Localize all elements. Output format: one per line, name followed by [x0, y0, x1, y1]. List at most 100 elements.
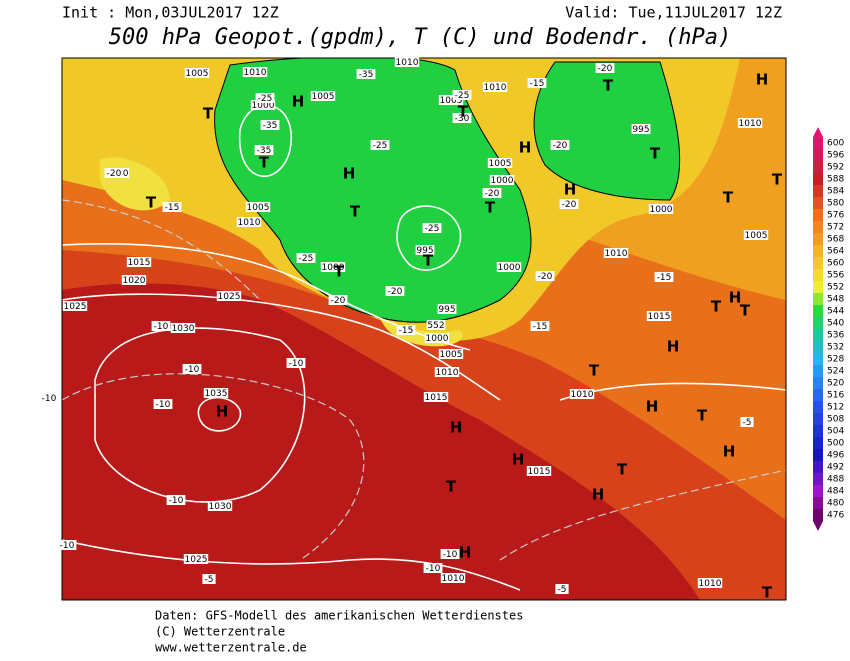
temperature-label-box: [260, 120, 280, 130]
temperature-label: -15: [530, 79, 545, 89]
colorbar-label: 572: [827, 223, 844, 233]
colorbar-label: 488: [827, 475, 844, 485]
temperature-label: -20: [485, 189, 500, 199]
pressure-label-box: [236, 217, 262, 227]
pressure-center: T: [723, 189, 734, 207]
temperature-label: -35: [263, 121, 278, 131]
temperature-label-box: [57, 540, 77, 550]
pressure-label: 1025: [185, 555, 208, 565]
temperature-label: -25: [373, 141, 388, 151]
pressure-label-box: [121, 275, 147, 285]
temperature-label: -25: [425, 224, 440, 234]
map: [62, 58, 786, 600]
pressure-label: 995: [438, 305, 455, 315]
temperature-label: -10: [169, 496, 184, 506]
pressure-label: 1030: [172, 324, 195, 334]
pressure-label: 1010: [739, 119, 762, 129]
pressure-label: 1005: [312, 92, 335, 102]
map-title: 500 hPa Geopot.(gpdm), T (C) und Bodendr…: [109, 25, 732, 50]
map-frame: [61, 57, 787, 601]
temperature-label: -10: [60, 541, 75, 551]
pressure-label-box: [603, 248, 629, 258]
pressure-center: H: [343, 165, 356, 183]
pressure-center: H: [592, 486, 605, 504]
colorbar-swatch: [813, 173, 823, 186]
pressure-label-box: [62, 301, 88, 311]
colorbar-label: 500: [827, 439, 844, 449]
pressure-label: 1010: [571, 390, 594, 400]
colorbar-label: 588: [827, 175, 844, 185]
pressure-label: 1015: [648, 312, 671, 322]
pressure-label-box: [126, 257, 152, 267]
colorbar-swatch: [813, 473, 823, 486]
pressure-label-box: [438, 349, 464, 359]
pressure-label: 1015: [425, 393, 448, 403]
colorbar-swatch: [813, 281, 823, 294]
footer-line: Daten: GFS-Modell des amerikanischen Wet…: [155, 609, 523, 623]
temperature-label: -5: [743, 418, 752, 428]
temperature-label: -25: [258, 94, 273, 104]
temperature-label-box: [328, 295, 348, 305]
temperature-label: -10: [42, 394, 57, 404]
pressure-label-box: [310, 91, 336, 101]
pressure-label: 1005: [186, 69, 209, 79]
colorbar-label: 540: [827, 319, 844, 329]
pressure-center: T: [146, 194, 157, 212]
pressure-label: 1005: [440, 350, 463, 360]
pressure-center: T: [772, 171, 783, 189]
pressure-label: 1030: [209, 502, 232, 512]
pressure-label-box: [170, 323, 196, 333]
colorbar-label: 476: [827, 511, 844, 521]
colorbar-swatch: [813, 437, 823, 450]
colorbar-label: 556: [827, 271, 844, 281]
pressure-label: 1000: [491, 176, 514, 186]
pressure-label: 1000: [322, 263, 345, 273]
colorbar-label: 584: [827, 187, 844, 197]
temperature-label: -10: [154, 322, 169, 332]
pressure-label: 1010: [442, 574, 465, 584]
pressure-label-box: [203, 388, 229, 398]
pressure-label-box: [438, 95, 464, 105]
temperature-label: -20: [331, 296, 346, 306]
pressure-label: 1005: [745, 231, 768, 241]
pressure-label: 1035: [205, 389, 228, 399]
colorbar-label: 596: [827, 151, 844, 161]
pressure-center: H: [729, 289, 742, 307]
temperature-label: -25: [299, 254, 314, 264]
temperature-label-box: [452, 90, 472, 100]
pressure-center: T: [259, 154, 270, 172]
pressure-label: 1010: [484, 83, 507, 93]
colorbar-label: 496: [827, 451, 844, 461]
temperature-label: -5: [558, 585, 567, 595]
pressure-label-box: [207, 501, 233, 511]
pressure-center: T: [650, 145, 661, 163]
temperature-label: -35: [257, 146, 272, 156]
pressure-label: 1010: [699, 579, 722, 589]
colorbar-swatch: [813, 425, 823, 438]
pressure-center: H: [756, 71, 769, 89]
pressure-center: T: [740, 302, 751, 320]
colorbar-label: 480: [827, 499, 844, 509]
temperature-label-box: [740, 417, 754, 427]
colorbar-label: 508: [827, 415, 844, 425]
pressure-label: 1020: [123, 276, 146, 286]
pressure-center: T: [617, 461, 628, 479]
temperature-label: -15: [533, 322, 548, 332]
pressure-label-box: [487, 158, 513, 168]
pressure-label: 1005: [489, 159, 512, 169]
colorbar-swatch: [813, 377, 823, 390]
temperature-label: -15: [165, 203, 180, 213]
temperature-label-box: [422, 223, 442, 233]
pressure-center: H: [292, 93, 305, 111]
colorbar-swatch: [813, 293, 823, 306]
colorbar-swatch: [813, 401, 823, 414]
colorbar-swatch: [813, 233, 823, 246]
colorbar-label: 568: [827, 235, 844, 245]
temperature-label-box: [162, 202, 182, 212]
pressure-label-box: [496, 262, 522, 272]
colorbar-swatch: [813, 341, 823, 354]
pressure-label-box: [743, 230, 769, 240]
pressure-label: 1000: [498, 263, 521, 273]
pressure-label: 1005: [440, 96, 463, 106]
footer-line: www.wetterzentrale.de: [155, 641, 307, 655]
